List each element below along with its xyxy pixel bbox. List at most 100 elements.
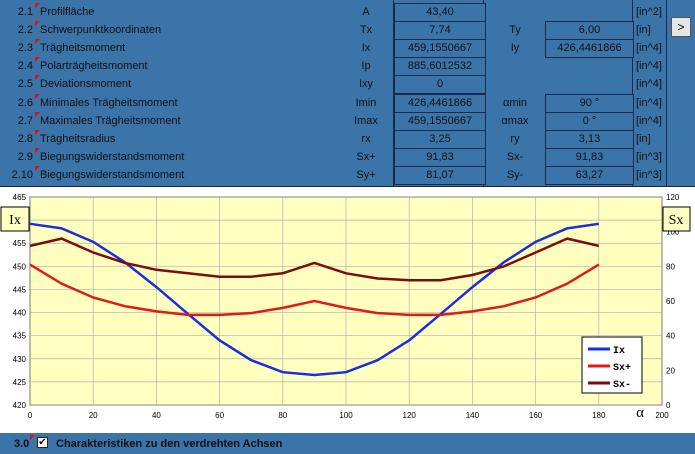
x-tick-label: 0 <box>28 411 33 420</box>
property-unit: [in^4] <box>636 114 662 127</box>
property-symbol-2: αmin <box>502 96 528 109</box>
property-value[interactable]: 885,6012532 <box>394 57 486 77</box>
property-symbol-2: ry <box>510 132 520 145</box>
comment-marker <box>35 39 40 45</box>
property-symbol: Ix <box>361 42 371 55</box>
property-symbol: Ip <box>361 60 371 73</box>
property-symbol: Tx <box>359 24 373 37</box>
property-number: 2.2 <box>17 24 33 37</box>
right-axis-label: Sx <box>669 213 684 228</box>
property-number: 2.9 <box>17 150 33 163</box>
property-row: 2.9 Biegungswiderstandsmoment Sx+ 91,83 Sx- 9… <box>0 147 695 167</box>
y-left-tick-label: 430 <box>13 355 27 364</box>
property-symbol: Ixy <box>358 78 374 91</box>
rotated-axes-checkbox[interactable]: ✔ <box>37 437 48 448</box>
property-value[interactable]: 459,1550667 <box>394 39 486 59</box>
next-button[interactable]: > <box>671 17 691 37</box>
property-value[interactable]: 0 <box>394 75 486 95</box>
property-name: Minimales Trägheitsmoment <box>40 96 178 109</box>
x-tick-label: 200 <box>655 411 669 420</box>
comment-marker <box>35 57 40 63</box>
property-value[interactable]: 43,40 <box>394 3 486 22</box>
property-name: Biegungswiderstandsmoment <box>40 168 185 181</box>
property-value-2[interactable]: 90 ° <box>545 93 634 113</box>
property-name: Trägheitsradius <box>40 132 116 145</box>
legend-label: Ix <box>613 346 625 357</box>
property-number: 2.4 <box>17 60 33 73</box>
y-left-tick-label: 450 <box>13 262 27 271</box>
property-name: Profilfläche <box>40 6 95 18</box>
property-row: 2.5 Deviationsmoment Ixy 0 [in^4] <box>0 75 695 95</box>
property-number: 2.3 <box>17 42 33 55</box>
comment-marker <box>35 21 40 27</box>
series-line-Sx+ <box>29 263 600 317</box>
property-symbol-2: Sx- <box>506 150 524 163</box>
property-row: 2.6 Minimales Trägheitsmoment Imin 426,4461… <box>0 93 695 113</box>
property-number: 2.5 <box>17 78 33 91</box>
property-symbol-2: αmax <box>501 114 529 127</box>
x-tick-label: 140 <box>466 411 480 420</box>
y-left-tick-label: 435 <box>13 332 27 341</box>
property-number: 2.7 <box>17 114 33 127</box>
property-value[interactable]: 81,07 <box>394 165 486 185</box>
properties-panel: 2.1 Profilfläche A 43,40 [in^2] 2.2 Schwerpunk… <box>0 0 695 186</box>
property-value[interactable]: 426,4461866 <box>394 93 486 113</box>
property-symbol: rx <box>361 132 371 145</box>
property-value-2[interactable]: 426,4461866 <box>545 39 634 59</box>
property-row: 2.7 Maximales Trägheitsmoment Imax 459,1550… <box>0 111 695 131</box>
property-unit: [in^4] <box>636 96 662 109</box>
property-row: 2.8 Trägheitsradius rx 3,25 ry 3,13 [in] <box>0 129 695 149</box>
property-value[interactable]: 7,74 <box>394 21 486 41</box>
y-right-tick-label: 120 <box>666 193 680 202</box>
left-axis-label-box <box>0 206 30 232</box>
property-row: 2.3 Trägheitsmoment Ix 459,1550667 Iy 426,446… <box>0 39 695 59</box>
legend-label: Sx+ <box>613 363 631 374</box>
y-right-tick-label: 100 <box>666 228 680 237</box>
comment-marker <box>35 3 40 8</box>
y-left-tick-label: 455 <box>13 239 27 248</box>
property-symbol: Sy+ <box>356 168 376 181</box>
y-right-tick-label: 80 <box>666 262 675 271</box>
property-value[interactable]: 3,25 <box>394 129 486 149</box>
property-number: 2.10 <box>11 168 33 181</box>
x-tick-label: 120 <box>403 411 417 420</box>
property-value[interactable]: 459,1550667 <box>394 111 486 131</box>
property-unit: [in^2] <box>636 6 662 18</box>
property-name: Maximales Trägheitsmoment <box>40 114 181 127</box>
property-value-2[interactable]: 91,83 <box>545 147 634 167</box>
y-right-tick-label: 60 <box>666 297 675 306</box>
property-value[interactable]: 91,83 <box>394 147 486 167</box>
inertia-chart: 4204254304354404454504554604650204060801… <box>0 193 691 421</box>
y-left-tick-label: 420 <box>13 401 27 410</box>
property-row: 2.2 Schwerpunktkoordinaten Tx 7,74 Ty 6,00 [in… <box>0 21 695 41</box>
property-value-2[interactable]: 3,13 <box>545 129 634 149</box>
x-tick-label: 60 <box>215 411 224 420</box>
y-left-tick-label: 445 <box>13 285 27 294</box>
property-name: Deviationsmoment <box>40 78 132 91</box>
property-value-2[interactable]: 0 ° <box>545 111 634 131</box>
property-value-2[interactable]: 63,27 <box>545 165 634 185</box>
property-name: Trägheitsmoment <box>40 42 126 55</box>
property-symbol: Imin <box>355 96 377 109</box>
property-name: Polarträgheitsmoment <box>40 60 148 73</box>
comment-marker <box>35 93 40 99</box>
property-unit: [in] <box>636 24 651 37</box>
y-right-tick-label: 40 <box>666 332 675 341</box>
property-unit: [in^4] <box>636 42 662 55</box>
property-symbol: A <box>362 6 370 18</box>
property-value-2[interactable]: 6,00 <box>545 21 634 41</box>
property-unit: [in^3] <box>636 168 662 181</box>
property-number: 2.8 <box>17 132 33 145</box>
property-number: 2.1 <box>17 6 33 18</box>
x-tick-label: 80 <box>278 411 287 420</box>
left-axis-label: Ix <box>9 213 21 228</box>
property-unit: [in] <box>636 132 651 145</box>
property-number: 2.6 <box>17 96 33 109</box>
x-tick-label: 40 <box>152 411 161 420</box>
property-symbol-2: Iy <box>510 42 520 55</box>
chart-area: 4204254304354404454504554604650204060801… <box>0 186 695 433</box>
property-symbol-2: Sy- <box>506 168 524 181</box>
property-symbol: Sx+ <box>356 150 376 163</box>
y-left-tick-label: 425 <box>13 378 27 387</box>
property-row: 2.4 Polarträgheitsmoment Ip 885,6012532 [in^… <box>0 57 695 77</box>
